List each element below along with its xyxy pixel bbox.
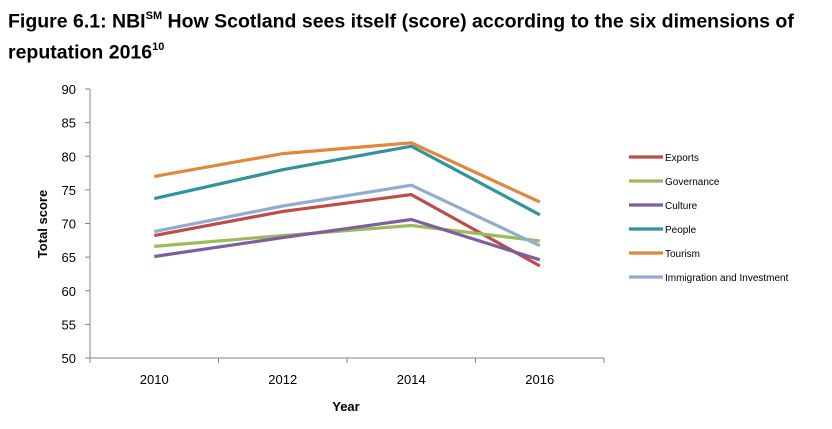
y-tick-label: 55 [62, 317, 76, 332]
y-tick-label: 50 [62, 351, 76, 366]
x-tick-label: 2010 [140, 372, 169, 387]
chart-title-prefix: Figure 6.1: NBI [8, 10, 146, 33]
series-line-exports [154, 193, 541, 268]
y-tick-label: 60 [62, 284, 76, 299]
x-axis-title: Year [332, 399, 359, 414]
y-tick-label: 65 [62, 250, 76, 265]
y-tick-label: 80 [62, 149, 76, 164]
legend-label-culture: Culture [665, 201, 698, 212]
legend-label-governance: Governance [665, 177, 720, 188]
legend: Exports Governance Culture People Tourism Imm… [629, 153, 789, 284]
chart-title-main: How Scotland sees itself (score) accordi… [8, 10, 794, 64]
y-tick-label: 90 [62, 82, 76, 97]
series-line-immigration-and-investment [153, 183, 541, 248]
legend-label-exports: Exports [665, 153, 699, 164]
chart-title-superscript: SM [145, 10, 163, 22]
y-tick-label: 75 [62, 183, 76, 198]
y-tick-label: 85 [62, 116, 76, 131]
x-tick-label: 2012 [268, 372, 297, 387]
legend-label-immigration-and-investment: Immigration and Investment [665, 273, 789, 284]
x-tick-label: 2016 [525, 372, 554, 387]
y-tick-label: 70 [62, 217, 76, 232]
series-line-people [153, 144, 541, 217]
series-line-culture [154, 217, 541, 262]
chart-title: Figure 6.1: NBISM How Scotland sees itse… [8, 4, 824, 65]
series-line-governance [154, 223, 540, 248]
series-lines [153, 141, 541, 268]
y-axis-title: Total score [35, 190, 50, 258]
legend-label-tourism: Tourism [665, 249, 700, 260]
series-line-tourism [154, 141, 541, 204]
axes: 50 55 60 65 70 75 80 85 90 2010 2012 2014 2016 [62, 82, 605, 387]
legend-label-people: People [665, 225, 697, 236]
chart-title-footnote: 10 [152, 40, 165, 53]
x-tick-label: 2014 [397, 372, 426, 387]
